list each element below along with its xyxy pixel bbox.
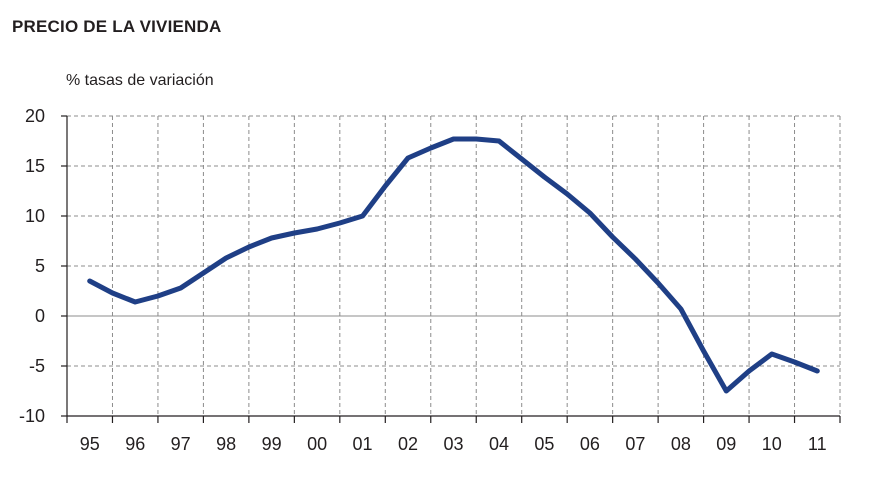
x-tick-label: 96 <box>125 434 145 454</box>
y-axis-ticks: 20 15 10 5 0 -5 -10 <box>19 106 67 426</box>
y-tick-label: 5 <box>35 256 45 276</box>
gridlines <box>67 115 841 416</box>
y-tick-label: -10 <box>19 406 45 426</box>
x-tick-label: 04 <box>489 434 509 454</box>
x-tick-label: 95 <box>80 434 100 454</box>
x-tick-label: 06 <box>580 434 600 454</box>
x-tick-label: 97 <box>171 434 191 454</box>
x-tick-label: 07 <box>625 434 645 454</box>
x-tick-label: 05 <box>534 434 554 454</box>
x-axis-ticks: 95 96 97 98 99 00 01 02 03 04 05 06 07 08 09 10 11 <box>66 416 841 454</box>
x-tick-label: 98 <box>216 434 236 454</box>
x-tick-label: 09 <box>716 434 736 454</box>
y-axis-label: % tasas de variación <box>66 72 214 89</box>
chart-title: PRECIO DE LA VIVIENDA <box>12 17 222 36</box>
y-tick-label: 0 <box>35 306 45 326</box>
series-line <box>87 136 820 394</box>
y-tick-label: 20 <box>25 106 45 126</box>
x-tick-label: 00 <box>307 434 327 454</box>
x-tick-label: 02 <box>398 434 418 454</box>
x-tick-label: 03 <box>443 434 463 454</box>
x-tick-label: 08 <box>671 434 691 454</box>
x-tick-label: 11 <box>808 434 827 454</box>
y-tick-label: 10 <box>25 206 45 226</box>
y-tick-label: -5 <box>29 356 45 376</box>
x-tick-label: 99 <box>262 434 282 454</box>
x-tick-label: 10 <box>762 434 782 454</box>
series-layer <box>87 136 820 394</box>
y-tick-label: 15 <box>25 156 45 176</box>
x-tick-label: 01 <box>353 434 373 454</box>
